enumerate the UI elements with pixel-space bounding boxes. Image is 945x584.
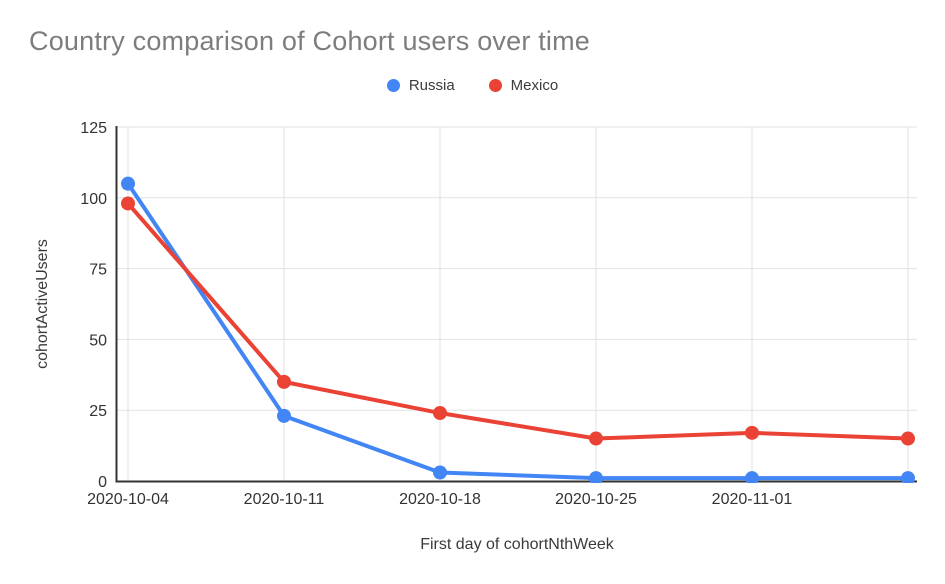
- legend-item-russia: Russia: [386, 77, 455, 94]
- chart-title: Country comparison of Cohort users over …: [29, 26, 591, 56]
- series-point-russia: [745, 471, 759, 483]
- series-line-mexico: [126, 201, 910, 441]
- y-tick-label: 25: [89, 403, 107, 420]
- series-group: [121, 176, 915, 483]
- y-tick-label: 100: [80, 191, 107, 208]
- y-tick-label: 0: [98, 474, 107, 491]
- y-tick-label: 125: [80, 120, 107, 137]
- y-tick-label: 75: [89, 262, 107, 279]
- x-tick-label: 2020-10-25: [555, 491, 637, 508]
- legend-label-russia: Russia: [408, 77, 455, 94]
- x-tick-label: 2020-10-11: [244, 491, 325, 508]
- series-point-russia: [433, 465, 447, 480]
- legend-dot-mexico-icon: [488, 79, 502, 92]
- series-point-russia: [589, 471, 603, 483]
- series-point-russia: [901, 471, 915, 483]
- series-point-mexico: [589, 431, 603, 446]
- series-line-russia: [126, 181, 910, 481]
- legend-item-mexico: Mexico: [488, 77, 559, 94]
- x-tick-label: 2020-10-04: [87, 491, 169, 508]
- series-point-mexico: [745, 425, 759, 440]
- series-point-mexico: [121, 196, 135, 211]
- series-point-mexico: [901, 431, 915, 446]
- x-tick-label: 2020-10-18: [399, 491, 481, 508]
- series-point-mexico: [433, 406, 447, 421]
- x-axis-title: First day of cohortNthWeek: [420, 536, 614, 553]
- series-point-russia: [277, 408, 291, 423]
- y-tick-label: 50: [89, 332, 107, 349]
- legend: Russia Mexico: [0, 77, 945, 94]
- series-point-russia: [121, 176, 135, 191]
- series-point-mexico: [277, 374, 291, 389]
- legend-dot-russia-icon: [386, 79, 400, 92]
- legend-label-mexico: Mexico: [510, 77, 559, 94]
- y-axis-title: cohortActiveUsers: [34, 239, 51, 369]
- x-tick-label: 2020-11-01: [712, 491, 793, 508]
